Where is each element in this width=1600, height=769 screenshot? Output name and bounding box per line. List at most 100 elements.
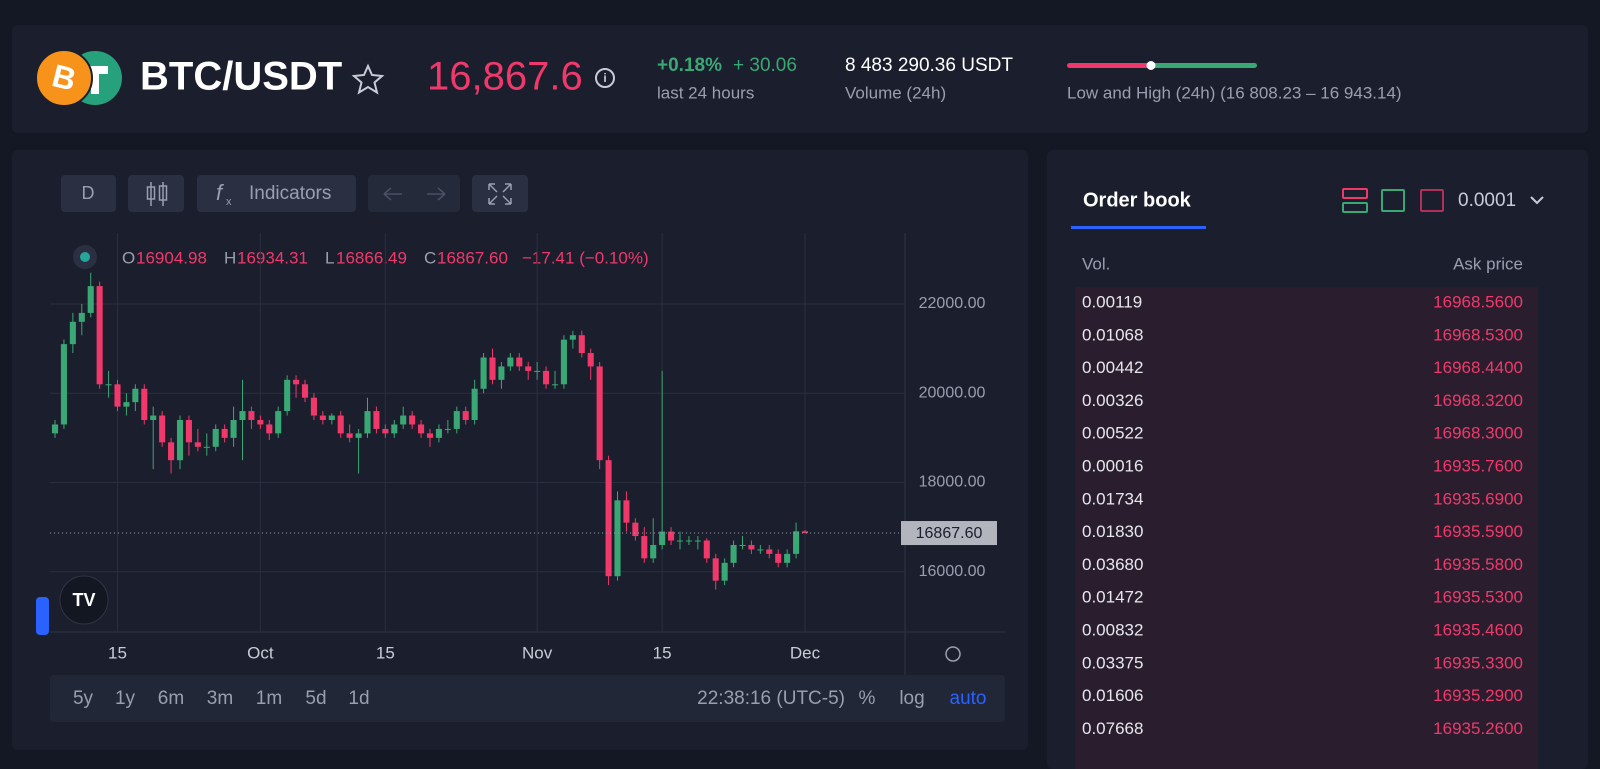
candle-body <box>275 411 282 434</box>
candle-body <box>534 370 541 372</box>
order-price: 16935.6900 <box>1433 489 1523 508</box>
indicators-label: Indicators <box>249 183 331 204</box>
y-tick-label: 16000.00 <box>919 563 986 580</box>
column-volume: Vol. <box>1082 254 1110 273</box>
settings-icon[interactable] <box>945 646 961 662</box>
scale-option[interactable]: auto <box>950 688 987 709</box>
change-pct: +0.18% <box>657 55 722 76</box>
view-both-top[interactable] <box>1342 188 1368 199</box>
volume: 8 483 290.36 USDT <box>845 55 1013 76</box>
range-marker <box>1146 61 1156 70</box>
candle-body <box>668 531 675 541</box>
last-price: 16,867.6 <box>427 55 583 99</box>
candle-body <box>596 366 603 461</box>
y-tick-label: 18000.00 <box>919 474 986 491</box>
candle-body <box>659 531 666 545</box>
candle-body <box>694 540 701 542</box>
candle-body <box>355 433 362 438</box>
candle-body <box>373 411 380 429</box>
candle-body <box>284 379 291 412</box>
candle-body <box>266 424 273 434</box>
legend-o: 16904.98 <box>136 248 207 267</box>
view-asks[interactable] <box>1420 189 1444 212</box>
candle-body <box>123 402 130 407</box>
candle-body <box>96 286 103 385</box>
order-volume: 0.00442 <box>1082 358 1143 377</box>
scale-option[interactable]: % <box>859 688 876 709</box>
sidebar-toggle[interactable] <box>36 597 49 635</box>
column-ask: Ask price <box>1453 254 1523 273</box>
range-option[interactable]: 6m <box>158 688 184 709</box>
fx-icon: f <box>216 180 225 205</box>
candle-body <box>516 357 523 367</box>
candle-body <box>301 384 309 398</box>
candle-body <box>632 522 639 537</box>
precision[interactable]: 0.0001 <box>1458 190 1516 211</box>
range-option[interactable]: 3m <box>207 688 233 709</box>
candle-body <box>293 379 300 385</box>
scale-option[interactable]: log <box>899 688 924 709</box>
order-price: 16935.2900 <box>1433 686 1523 705</box>
range-option[interactable]: 5y <box>73 688 94 709</box>
legend-c-label: C <box>424 248 436 267</box>
candle-body <box>150 415 157 421</box>
tab-underline <box>1071 226 1206 229</box>
candle-body <box>203 446 210 448</box>
chart-type-button[interactable] <box>128 175 184 212</box>
legend-h: 16934.31 <box>237 248 308 267</box>
y-tick-label: 20000.00 <box>919 384 986 401</box>
price-label-box <box>901 521 997 546</box>
candle-body <box>87 286 94 313</box>
range-bar <box>50 675 1005 722</box>
interval-label: D <box>82 183 95 203</box>
candle-body <box>766 549 773 554</box>
candle-body <box>748 544 755 550</box>
candle-body <box>239 411 246 421</box>
range-option[interactable]: 1y <box>115 688 136 709</box>
interval-button[interactable] <box>61 175 116 212</box>
change-caption: last 24 hours <box>657 83 754 102</box>
order-price: 16968.4400 <box>1433 358 1523 377</box>
order-volume: 0.00119 <box>1082 292 1142 311</box>
orderbook-title[interactable]: Order book <box>1083 189 1192 211</box>
x-tick-label: Dec <box>790 643 821 662</box>
fullscreen-button[interactable] <box>472 175 528 212</box>
legend-h-label: H <box>224 248 236 267</box>
range-option[interactable]: 5d <box>305 688 326 709</box>
order-price: 16935.4600 <box>1433 620 1523 639</box>
indicators-button[interactable] <box>197 175 356 212</box>
candle-body <box>310 397 317 416</box>
volume-caption: Volume (24h) <box>845 83 946 102</box>
candle-body <box>400 415 407 425</box>
tv-logo-glyph: TV <box>72 590 95 610</box>
legend-change: −17.41 (−0.10%) <box>522 248 649 267</box>
range-option[interactable]: 1d <box>348 688 369 709</box>
candle-body <box>168 442 175 461</box>
candle-body <box>453 411 460 429</box>
candle-body <box>587 353 594 367</box>
fullscreen-icon <box>488 183 512 205</box>
candle-body <box>560 339 567 385</box>
candle-body <box>703 540 710 559</box>
candle-body <box>159 415 166 443</box>
ohlc-legend: O 16904.98 H 16934.31 L 16866.49 C 16867… <box>122 248 649 267</box>
y-tick-label: 22000.00 <box>919 295 986 312</box>
candle-body <box>221 428 228 438</box>
tv-logo[interactable] <box>59 575 109 625</box>
candle-body <box>784 553 791 563</box>
view-bids[interactable] <box>1381 189 1405 212</box>
candle-body <box>641 536 648 559</box>
candle-body <box>105 384 112 386</box>
info-icon[interactable] <box>595 68 615 88</box>
order-volume: 0.03680 <box>1082 555 1143 574</box>
btc-logo <box>35 49 93 107</box>
candle-body <box>426 433 434 438</box>
x-tick-label: Nov <box>522 643 553 662</box>
undo-redo-group[interactable] <box>368 175 460 212</box>
range-option[interactable]: 1m <box>256 688 282 709</box>
candle-body <box>364 411 371 434</box>
favorite-star[interactable] <box>351 63 385 95</box>
candle-body <box>471 388 478 421</box>
candle-body <box>793 531 800 554</box>
